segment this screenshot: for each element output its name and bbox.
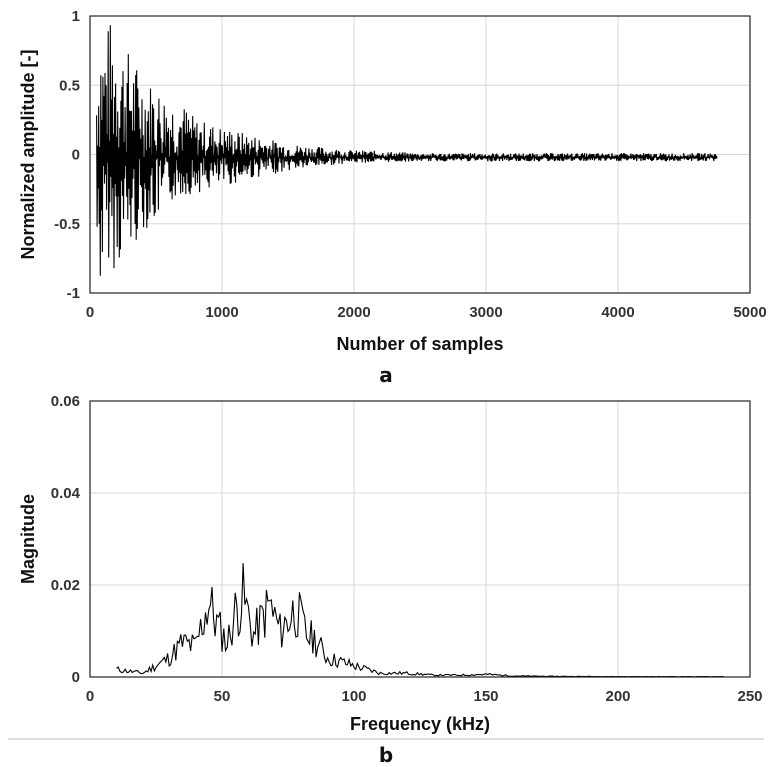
y-tick-label: -0.5 (54, 216, 80, 233)
y-tick-label: 1 (72, 8, 80, 25)
panel-b-grid (89, 400, 751, 678)
y-tick-label: 0.02 (51, 577, 80, 594)
panel-a-label: a (379, 363, 393, 387)
y-tick-label: 0.04 (51, 485, 81, 502)
x-tick-label: 150 (473, 688, 498, 705)
x-tick-label: 1000 (205, 304, 238, 321)
panel-a: 0 1000 2000 3000 4000 5000 -1 -0.5 0 0.5 1 Number… (18, 8, 767, 387)
x-tick-label: 200 (605, 688, 630, 705)
panel-b-spectrum-line (116, 563, 724, 678)
panel-b-y-axis-label: Magnitude (18, 494, 38, 584)
x-tick-label: 5000 (733, 304, 766, 321)
series-line (116, 563, 724, 678)
y-tick-label: 0.06 (51, 393, 80, 410)
panel-a-plot-frame (89, 15, 751, 294)
x-tick-label: 2000 (337, 304, 370, 321)
panel-a-y-axis-label: Normalized amplitude [-] (18, 49, 38, 259)
x-tick-label: 0 (86, 688, 94, 705)
panel-b-label: b (379, 743, 393, 767)
x-tick-label: 0 (86, 304, 94, 321)
x-tick-label: 100 (341, 688, 366, 705)
series-line (96, 25, 718, 276)
x-tick-label: 3000 (469, 304, 502, 321)
x-tick-label: 50 (214, 688, 231, 705)
y-tick-label: 0.5 (59, 77, 80, 94)
panel-b-y-tick-labels: 0 0.02 0.04 0.06 (51, 393, 81, 686)
panel-a-y-tick-labels: -1 -0.5 0 0.5 1 (54, 8, 80, 302)
panel-a-x-tick-labels: 0 1000 2000 3000 4000 5000 (86, 304, 767, 321)
y-tick-label: 0 (72, 669, 80, 686)
y-tick-label: -1 (67, 285, 80, 302)
panel-b: 0 50 100 150 200 250 0 0.02 0.04 0.06 Frequency … (8, 393, 764, 767)
panel-a-signal-line (96, 25, 718, 276)
panel-b-x-axis-label: Frequency (kHz) (350, 714, 490, 734)
y-tick-label: 0 (72, 147, 80, 164)
panel-a-x-axis-label: Number of samples (336, 334, 503, 354)
x-tick-label: 4000 (601, 304, 634, 321)
x-tick-label: 250 (737, 688, 762, 705)
panel-b-plot-frame (89, 400, 751, 678)
panel-b-x-tick-labels: 0 50 100 150 200 250 (86, 688, 763, 705)
